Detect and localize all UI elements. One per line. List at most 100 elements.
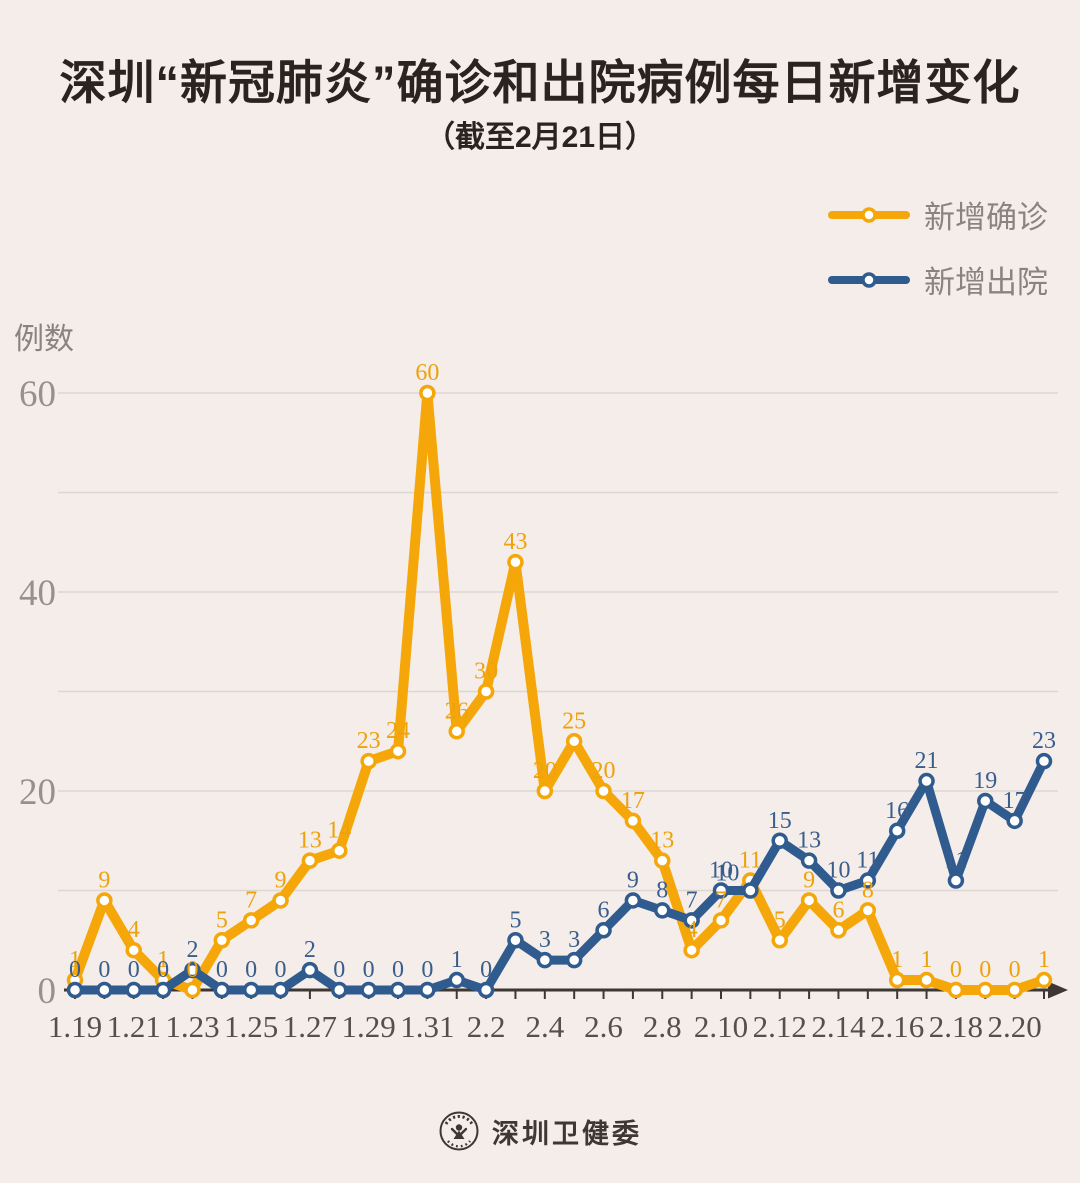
discharged-line <box>70 756 1049 995</box>
discharged-point <box>712 882 730 899</box>
confirmed-point <box>859 902 877 919</box>
discharged-value-label: 3 <box>539 927 551 953</box>
confirmed-point <box>507 553 524 571</box>
discharged-point <box>624 892 642 909</box>
footer: 深圳卫健委 <box>0 1110 1080 1152</box>
discharged-value-label: 0 <box>245 957 257 983</box>
discharged-value-label: 6 <box>598 897 610 923</box>
confirmed-value-label: 17 <box>621 788 645 814</box>
confirmed-value-label: 13 <box>650 828 674 854</box>
confirmed-point <box>213 932 231 949</box>
discharged-point <box>536 951 554 969</box>
confirmed-value-label: 43 <box>503 529 527 555</box>
discharged-point <box>96 981 113 999</box>
x-tick-label: 2.10 <box>694 1009 748 1044</box>
confirmed-point <box>301 852 319 869</box>
x-tick-label: 1.29 <box>342 1009 396 1044</box>
confirmed-point <box>947 981 965 999</box>
confirmed-line <box>70 388 1049 995</box>
discharged-value-label: 1 <box>451 947 463 973</box>
y-axis-unit-label: 例数 <box>14 323 74 356</box>
discharged-point <box>360 981 377 999</box>
szwjw-logo-icon <box>439 1111 479 1151</box>
discharged-value-label: 10 <box>826 858 850 884</box>
confirmed-value-label: 1 <box>69 947 81 973</box>
confirmed-value-label: 8 <box>862 877 874 903</box>
confirmed-point <box>624 812 642 830</box>
confirmed-value-label: 25 <box>562 708 586 734</box>
confirmed-point <box>918 971 935 989</box>
confirmed-value-label: 7 <box>245 887 257 913</box>
discharged-point <box>859 872 877 889</box>
discharged-value-label: 0 <box>363 957 375 983</box>
x-tick-label: 2.2 <box>467 1009 506 1044</box>
discharged-point <box>301 961 319 979</box>
x-tick-label: 1.25 <box>224 1009 278 1044</box>
confirmed-value-label: 1 <box>157 947 169 973</box>
discharged-point <box>213 981 231 999</box>
footer-source-label: 深圳卫健委 <box>492 1118 642 1149</box>
confirmed-value-label: 0 <box>1009 957 1021 983</box>
discharged-value-label: 0 <box>421 957 433 983</box>
confirmed-value-label: 4 <box>686 917 698 943</box>
discharged-value-label: 0 <box>216 957 228 983</box>
confirmed-point <box>712 912 730 929</box>
legend-swatch-discharged-icon <box>828 271 910 288</box>
confirmed-point <box>654 852 671 869</box>
discharged-point <box>771 832 788 849</box>
discharged-value-label: 2 <box>186 937 198 963</box>
discharged-value-label: 0 <box>98 957 110 983</box>
x-tick-label: 1.23 <box>165 1009 219 1044</box>
confirmed-point <box>272 892 289 909</box>
discharged-point <box>888 822 906 840</box>
confirmed-value-label: 1 <box>1038 947 1050 973</box>
discharged-point <box>507 932 524 949</box>
discharged-value-label: 21 <box>915 748 939 774</box>
discharged-point <box>918 772 935 790</box>
discharged-value-label: 8 <box>656 877 668 903</box>
discharged-value-label: 9 <box>627 867 639 893</box>
confirmed-point <box>1035 971 1053 989</box>
discharged-value-label: 0 <box>128 957 140 983</box>
confirmed-value-label: 30 <box>474 659 498 685</box>
discharged-value-label: 13 <box>797 828 821 854</box>
discharged-value-label: 15 <box>768 808 792 834</box>
confirmed-point <box>242 912 260 929</box>
confirmed-value-label: 20 <box>592 758 616 784</box>
discharged-point <box>565 951 583 969</box>
confirmed-point <box>389 742 407 760</box>
discharged-point <box>125 981 142 999</box>
discharged-point <box>331 981 348 999</box>
discharged-point <box>242 981 260 999</box>
x-tick-label: 2.16 <box>870 1009 924 1044</box>
discharged-point <box>154 981 172 999</box>
legend-swatch-confirmed-icon <box>828 206 910 223</box>
discharged-point <box>272 981 289 999</box>
x-tick-label: 2.12 <box>753 1009 807 1044</box>
x-tick-label: 1.31 <box>400 1009 454 1044</box>
confirmed-value-label: 24 <box>386 718 410 744</box>
y-tick-label: 20 <box>19 772 56 813</box>
confirmed-point <box>536 782 554 800</box>
discharged-point <box>742 882 759 899</box>
x-tick-label: 2.20 <box>988 1009 1042 1044</box>
confirmed-value-label: 11 <box>739 848 762 874</box>
discharged-value-label: 23 <box>1032 728 1056 754</box>
discharged-value-label: 0 <box>480 957 492 983</box>
discharged-value-label: 16 <box>885 798 909 824</box>
confirmed-value-label: 5 <box>216 907 228 933</box>
confirmed-point <box>595 782 612 800</box>
x-tick-label: 2.6 <box>584 1009 623 1044</box>
y-tick-label: 0 <box>38 971 57 1012</box>
confirmed-point <box>184 981 201 999</box>
discharged-value-label: 0 <box>333 957 345 983</box>
confirmed-value-label: 23 <box>357 728 381 754</box>
confirmed-point <box>448 723 465 740</box>
confirmed-value-label: 0 <box>979 957 991 983</box>
chart-title: 深圳“新冠肺炎”确诊和出院病例每日新增变化 <box>59 56 1021 109</box>
discharged-point <box>683 912 700 929</box>
confirmed-point <box>331 842 348 859</box>
discharged-value-label: 0 <box>69 957 81 983</box>
confirmed-point <box>477 683 495 700</box>
